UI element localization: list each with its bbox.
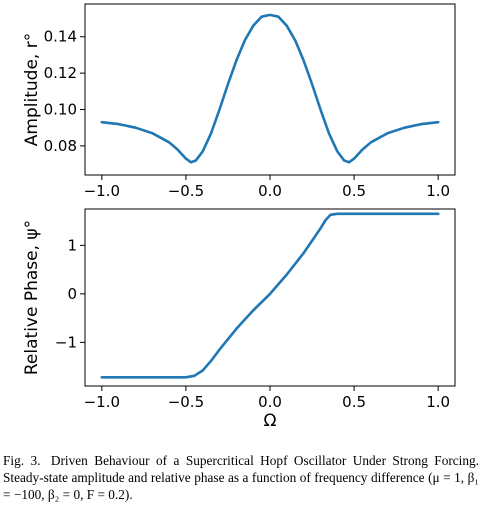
amplitude-y-tick-label: 0.08 (44, 137, 77, 155)
phase-y-tick-label: 1 (67, 236, 77, 254)
phase-x-axis-label: Ω (264, 411, 277, 431)
amplitude-y-tick-label: 0.12 (44, 64, 77, 82)
amplitude-y-axis-label: Amplitude, r° (22, 33, 42, 146)
phase-x-tick-label: −1.0 (84, 393, 120, 411)
caption-label: Fig. 3. (3, 453, 41, 468)
phase-series-line (100, 212, 440, 379)
amplitude-x-tick-label: 0.5 (342, 182, 366, 200)
phase-y-tick-label: 0 (67, 285, 77, 303)
figure: −1.0 −0.5 0.0 0.5 1.0 0.08 0.10 0.12 0.14Amplitu… (22, 3, 456, 431)
phase-x-tick-label: 0.0 (258, 393, 282, 411)
phase-x-tick-label: 0.5 (342, 393, 366, 411)
phase-x-tick-label: −0.5 (168, 393, 204, 411)
caption-body: Steady-state amplitude and relative phas… (3, 470, 479, 502)
figure-caption: Fig. 3. Driven Behaviour of a Supercriti… (3, 452, 479, 503)
amplitude-panel: −1.0 −0.5 0.0 0.5 1.0 0.08 0.10 0.12 0.14Amplitu… (22, 3, 456, 200)
amplitude-x-tick-label: 1.0 (426, 182, 450, 200)
amplitude-plot-frame (84, 3, 456, 176)
amplitude-series-line (100, 13, 440, 164)
phase-x-tick-label: 1.0 (426, 393, 450, 411)
amplitude-y-tick-label: 0.14 (44, 28, 77, 46)
amplitude-x-tick-label: 0.0 (258, 182, 282, 200)
phase-y-axis-label: Relative Phase, ψ° (22, 220, 42, 375)
phase-panel: −1.0 −0.5 0.0 0.5 1.0 −1 0 1 Relative Phase, ψ° Ω (22, 208, 456, 431)
amplitude-x-tick-label: −0.5 (168, 182, 204, 200)
amplitude-y-tick-label: 0.10 (44, 101, 77, 119)
amplitude-x-tick-label: −1.0 (84, 182, 120, 200)
phase-plot-frame (84, 208, 456, 387)
caption-title: Driven Behaviour of a Supercritical Hopf… (50, 453, 479, 468)
phase-y-tick-label: −1 (55, 333, 77, 351)
